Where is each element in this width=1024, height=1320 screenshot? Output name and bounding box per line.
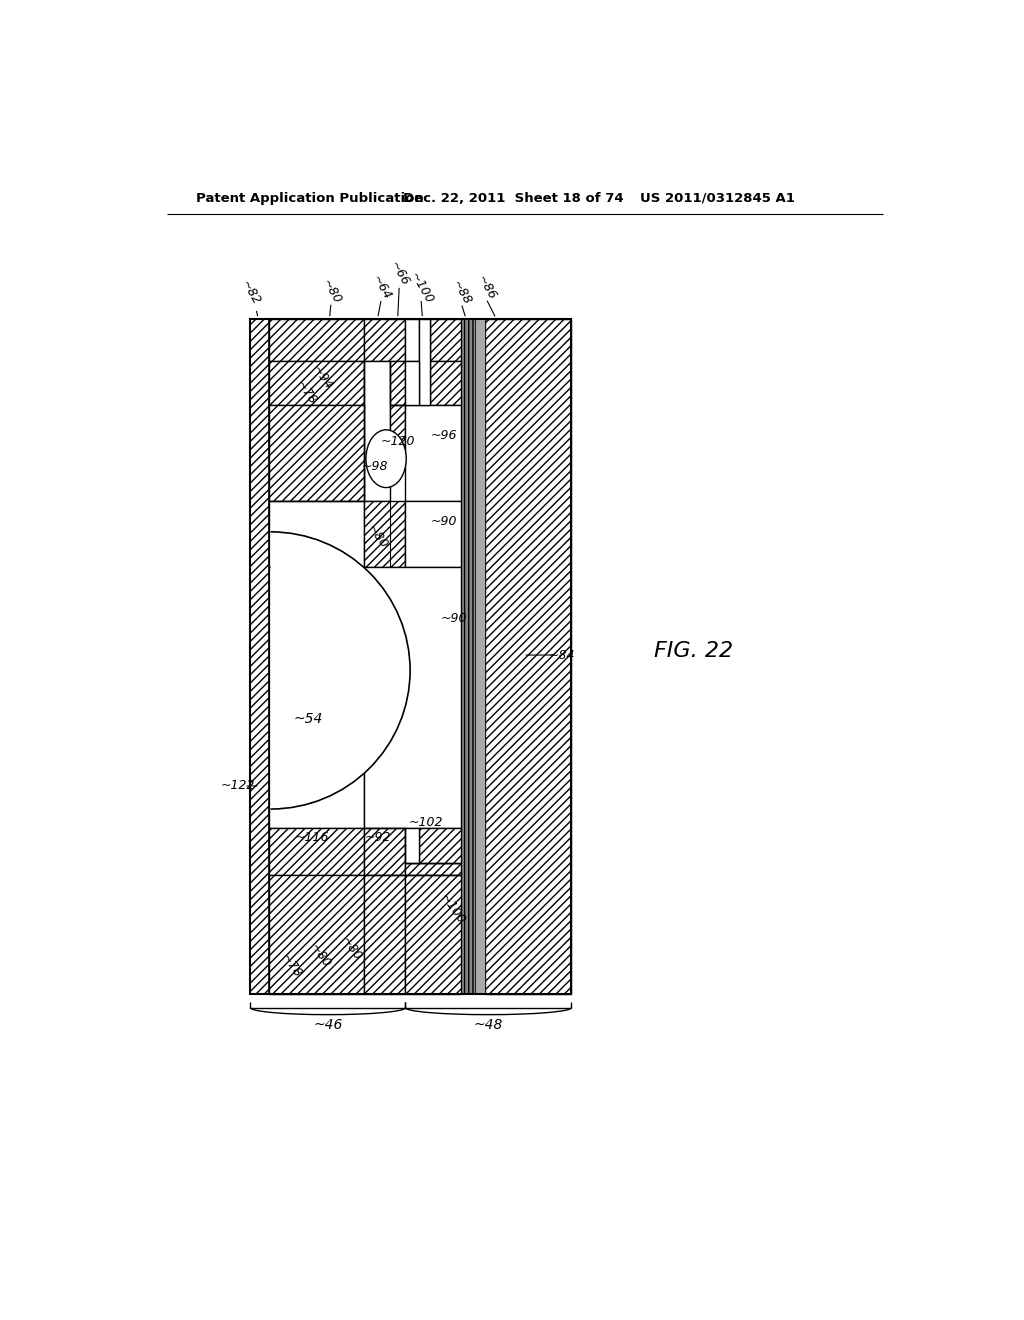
Bar xyxy=(269,502,365,566)
Bar xyxy=(269,566,365,829)
Text: ~54: ~54 xyxy=(293,711,323,726)
Bar xyxy=(365,502,406,566)
Bar xyxy=(430,318,461,360)
Text: ~80: ~80 xyxy=(318,277,343,306)
Text: ~102: ~102 xyxy=(410,816,443,829)
Bar xyxy=(406,829,419,863)
Text: US 2011/0312845 A1: US 2011/0312845 A1 xyxy=(640,191,795,205)
Bar xyxy=(269,875,365,994)
Bar xyxy=(390,405,406,447)
Text: ~120: ~120 xyxy=(381,436,415,449)
Bar xyxy=(269,405,365,502)
Text: ~78: ~78 xyxy=(293,379,319,408)
Text: ~82: ~82 xyxy=(239,279,263,308)
Bar xyxy=(406,360,419,405)
Bar xyxy=(251,318,269,994)
Text: ~46: ~46 xyxy=(313,1018,343,1032)
Ellipse shape xyxy=(366,430,407,487)
Text: ~98: ~98 xyxy=(361,459,388,473)
Text: ~100: ~100 xyxy=(407,269,435,306)
Text: ~84: ~84 xyxy=(549,648,575,661)
Text: ~122: ~122 xyxy=(221,779,255,792)
Bar xyxy=(406,502,461,566)
Bar xyxy=(365,875,406,994)
Text: ~78: ~78 xyxy=(278,950,304,979)
Text: ~88: ~88 xyxy=(449,277,473,308)
Text: ~66: ~66 xyxy=(387,259,412,289)
Bar xyxy=(365,566,461,829)
Text: ~90: ~90 xyxy=(431,515,458,528)
Bar xyxy=(390,360,406,405)
Bar xyxy=(406,405,461,502)
Text: ~80: ~80 xyxy=(338,933,365,964)
Wedge shape xyxy=(270,532,410,809)
Bar xyxy=(430,360,461,405)
Bar xyxy=(406,863,461,875)
Bar xyxy=(406,875,461,994)
Bar xyxy=(419,829,461,863)
Text: ~96: ~96 xyxy=(430,429,457,442)
Bar xyxy=(406,318,419,360)
Text: ~86: ~86 xyxy=(474,273,499,302)
Text: ~100: ~100 xyxy=(436,891,467,927)
Text: ~116: ~116 xyxy=(295,832,329,843)
Text: ~48: ~48 xyxy=(474,1018,503,1032)
Text: ~64: ~64 xyxy=(370,273,393,302)
Bar xyxy=(365,360,390,502)
Text: ~90: ~90 xyxy=(440,612,467,626)
Text: FIG. 22: FIG. 22 xyxy=(654,642,733,661)
Bar xyxy=(269,829,365,875)
Bar xyxy=(419,318,430,405)
Text: Patent Application Publication: Patent Application Publication xyxy=(197,191,424,205)
Bar xyxy=(484,318,571,994)
Bar xyxy=(475,318,484,994)
Text: ~80: ~80 xyxy=(307,941,333,970)
Text: ~92: ~92 xyxy=(366,832,391,843)
Text: Dec. 22, 2011  Sheet 18 of 74: Dec. 22, 2011 Sheet 18 of 74 xyxy=(403,191,624,205)
Text: ~80: ~80 xyxy=(365,523,390,552)
Bar xyxy=(269,318,365,360)
Bar xyxy=(269,360,365,405)
Bar xyxy=(461,318,475,994)
Bar xyxy=(365,318,406,360)
Bar xyxy=(251,318,571,994)
Bar xyxy=(365,829,406,875)
Text: ~94: ~94 xyxy=(309,363,335,392)
